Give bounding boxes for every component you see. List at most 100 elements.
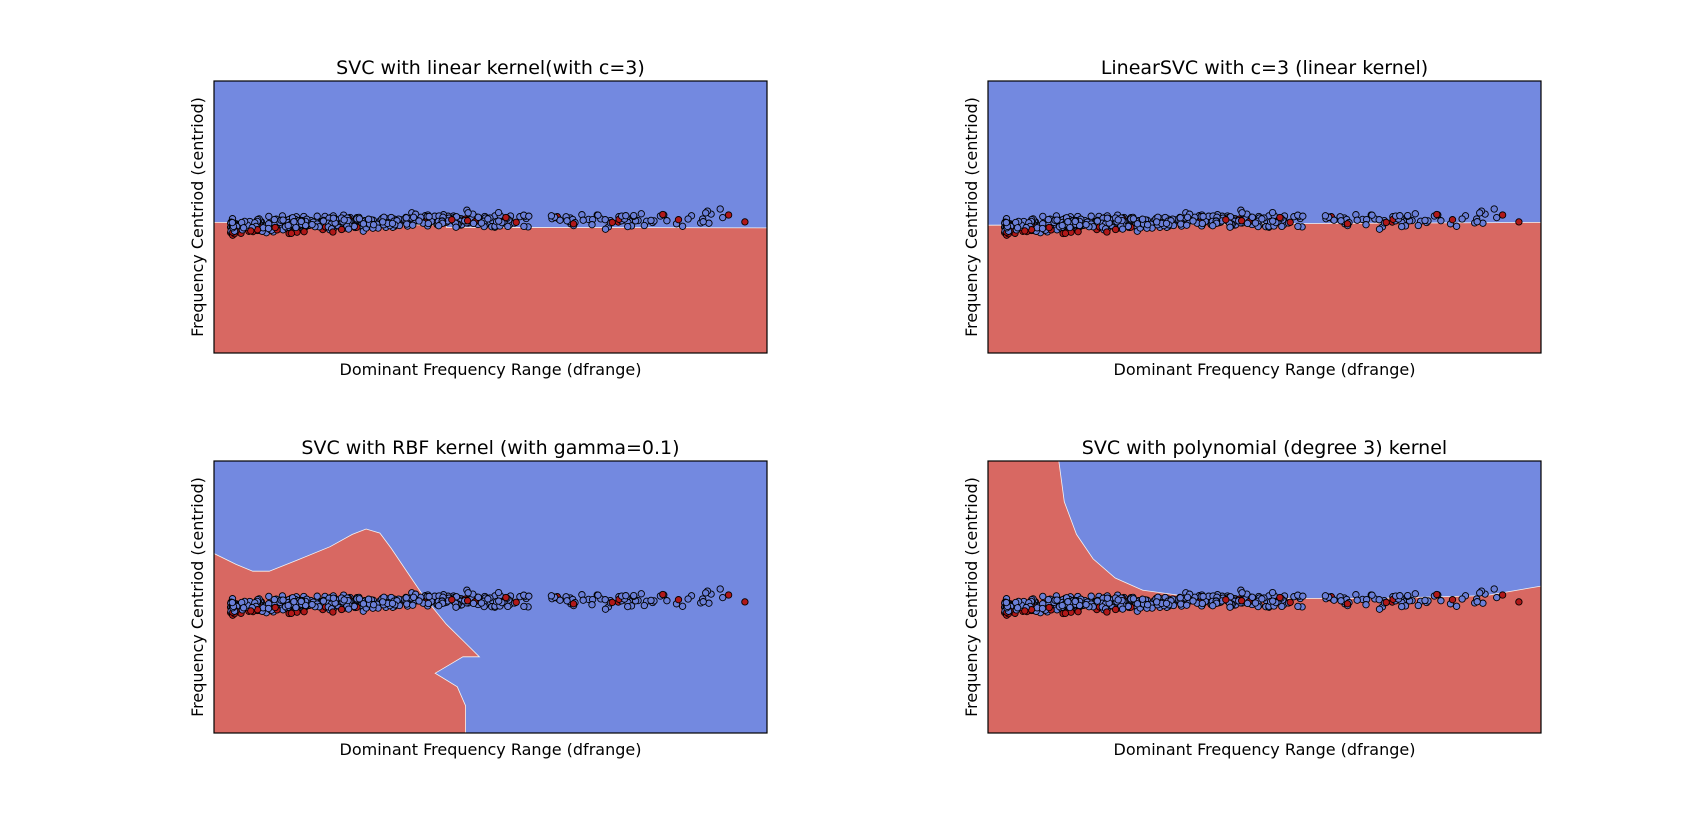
data-point-class-0 — [409, 221, 417, 229]
data-point-class-0 — [1258, 595, 1266, 603]
data-point-class-0 — [579, 596, 587, 604]
data-point-class-0 — [1493, 593, 1501, 602]
data-point-class-0 — [637, 590, 645, 598]
data-point-class-0 — [239, 604, 248, 612]
data-point-class-0 — [297, 217, 305, 226]
data-point-class-0 — [556, 596, 564, 604]
data-point-class-0 — [563, 597, 571, 605]
data-point-class-0 — [1458, 215, 1466, 223]
x-axis-label: Dominant Frequency Range (dfrange) — [340, 740, 642, 759]
axes-frame — [987, 460, 1542, 734]
data-point-class-0 — [469, 599, 478, 608]
class-1-region — [988, 222, 1541, 353]
data-point-class-0 — [601, 216, 609, 224]
data-point-class-0 — [1071, 597, 1079, 606]
data-point-class-0 — [452, 223, 460, 231]
data-point-class-0 — [402, 594, 410, 602]
data-point-class-1 — [1343, 220, 1352, 228]
data-point-class-0 — [425, 212, 433, 221]
data-point-class-0 — [547, 212, 556, 220]
data-point-class-0 — [640, 221, 648, 230]
data-point-class-0 — [409, 601, 417, 609]
data-point-class-0 — [1362, 601, 1370, 609]
data-point-class-0 — [622, 212, 630, 220]
data-point-class-0 — [228, 218, 236, 227]
data-point-class-0 — [622, 592, 630, 600]
data-point-class-0 — [1353, 216, 1361, 224]
data-point-class-0 — [678, 222, 687, 230]
data-point-class-0 — [464, 589, 472, 597]
data-point-class-0 — [1209, 602, 1217, 610]
data-point-class-0 — [264, 604, 273, 613]
data-point-class-0 — [716, 585, 724, 593]
data-point-class-0 — [319, 597, 328, 605]
y-axis-label: Frequency Centriod (centriod) — [188, 477, 207, 717]
data-point-class-0 — [624, 222, 632, 231]
data-point-class-0 — [1251, 599, 1260, 607]
data-point-class-0 — [1238, 589, 1246, 597]
data-point-class-0 — [702, 209, 710, 217]
data-point-class-0 — [1321, 212, 1330, 220]
data-point-class-0 — [1153, 218, 1161, 226]
x-axis-label: Dominant Frequency Range (dfrange) — [1114, 360, 1416, 379]
data-point-class-0 — [1177, 220, 1185, 228]
data-point-class-0 — [425, 592, 433, 601]
data-point-class-0 — [477, 599, 486, 607]
data-point-class-0 — [594, 211, 602, 219]
x-axis-label: Dominant Frequency Range (dfrange) — [340, 360, 642, 379]
data-point-class-0 — [1421, 596, 1429, 605]
data-point-class-0 — [1452, 222, 1461, 230]
data-point-class-0 — [1243, 599, 1252, 608]
data-point-class-0 — [1473, 218, 1481, 226]
data-point-class-1 — [1074, 608, 1082, 616]
data-point-class-0 — [1421, 216, 1429, 225]
data-point-class-0 — [1189, 597, 1197, 605]
data-point-class-0 — [290, 598, 298, 606]
data-point-class-0 — [1396, 592, 1404, 600]
data-point-class-0 — [1183, 221, 1191, 229]
data-point-class-0 — [1053, 596, 1061, 604]
data-point-class-0 — [1337, 217, 1345, 225]
data-point-class-0 — [344, 605, 353, 613]
data-point-class-0 — [319, 217, 328, 225]
data-point-class-0 — [1133, 220, 1142, 228]
data-point-class-0 — [364, 215, 373, 223]
data-point-class-1 — [1448, 216, 1457, 224]
data-point-class-0 — [1353, 596, 1361, 604]
data-point-class-0 — [1013, 224, 1022, 232]
data-point-class-0 — [1129, 215, 1138, 223]
data-point-class-0 — [1129, 595, 1138, 603]
data-point-class-0 — [1404, 211, 1412, 220]
data-point-class-0 — [601, 605, 610, 613]
data-point-class-0 — [1039, 592, 1047, 601]
data-point-class-0 — [495, 597, 503, 605]
data-point-class-1 — [569, 600, 578, 608]
data-point-class-0 — [601, 225, 610, 233]
data-point-class-0 — [1138, 215, 1147, 223]
data-point-class-0 — [279, 216, 287, 224]
data-point-class-0 — [409, 213, 418, 221]
data-point-class-0 — [647, 596, 655, 605]
data-point-class-0 — [1114, 596, 1122, 604]
data-point-class-1 — [1515, 218, 1523, 226]
data-point-class-0 — [1404, 591, 1412, 600]
data-point-class-0 — [1093, 217, 1102, 225]
data-point-class-0 — [1414, 601, 1422, 610]
data-point-class-0 — [1268, 208, 1277, 217]
data-point-class-0 — [684, 595, 692, 603]
data-point-class-0 — [1437, 597, 1445, 605]
data-point-class-0 — [1368, 211, 1376, 219]
decision-boundary — [214, 528, 481, 733]
data-point-class-0 — [484, 215, 492, 223]
data-point-class-0 — [1375, 216, 1383, 224]
data-point-class-0 — [1337, 597, 1345, 605]
data-point-class-1 — [1382, 598, 1390, 607]
data-point-class-0 — [415, 217, 423, 225]
data-point-class-1 — [1498, 591, 1507, 599]
data-point-class-0 — [1268, 588, 1277, 597]
data-point-class-0 — [290, 218, 298, 226]
data-point-class-0 — [1473, 598, 1481, 606]
data-point-class-1 — [1433, 590, 1441, 599]
data-point-class-0 — [265, 592, 273, 601]
